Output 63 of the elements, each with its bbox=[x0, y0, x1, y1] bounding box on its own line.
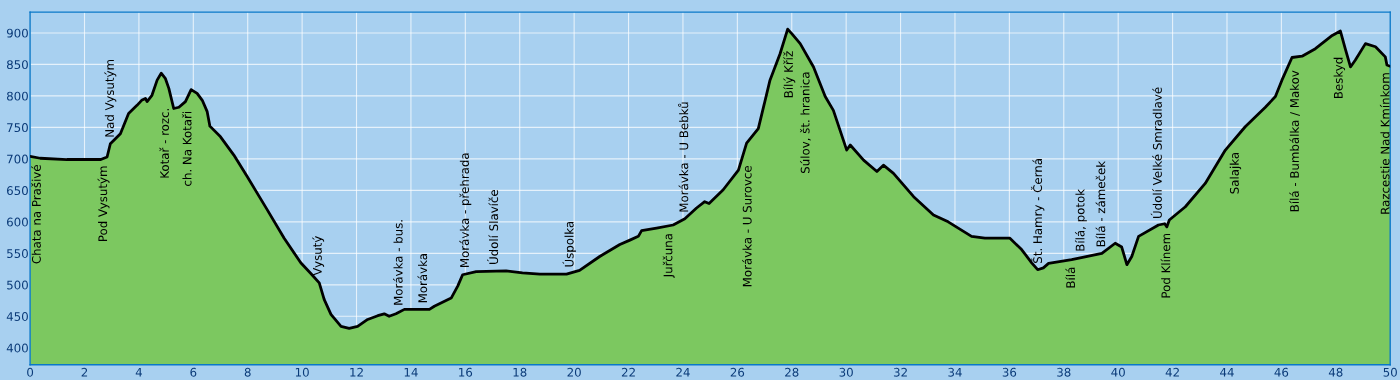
x-tick-label: 42 bbox=[1165, 367, 1179, 377]
annotation: Vysutý bbox=[312, 236, 325, 276]
annotation: Bílá - zámeček bbox=[1095, 160, 1106, 247]
annotation: Bílá bbox=[1065, 267, 1076, 288]
y-tick-label: 700 bbox=[7, 154, 28, 164]
annotation: Morávka bbox=[417, 254, 428, 303]
annotation: Beskyd bbox=[1333, 57, 1346, 99]
x-tick-label: 34 bbox=[948, 367, 962, 377]
x-tick-label: 4 bbox=[135, 367, 142, 377]
annotation: Morávka - U Surovce bbox=[742, 165, 752, 287]
x-tick-label: 18 bbox=[513, 367, 527, 377]
x-tick-label: 48 bbox=[1328, 367, 1343, 377]
x-tick-label: 12 bbox=[350, 367, 363, 377]
x-tick-label: 22 bbox=[621, 367, 635, 377]
annotation: Pod Vysutým bbox=[97, 166, 110, 242]
annotation: Bílý Kříž bbox=[783, 51, 796, 98]
x-tick-label: 28 bbox=[785, 367, 799, 377]
y-tick-label: 450 bbox=[6, 312, 28, 321]
annotation: Údolí Velké Smradlavé bbox=[1150, 87, 1162, 218]
annotation: Bílá, potok bbox=[1074, 188, 1087, 251]
annotation: Morávka - U Bebků bbox=[678, 102, 689, 212]
y-tick-label: 500 bbox=[7, 280, 28, 290]
x-tick-label: 32 bbox=[893, 367, 907, 377]
y-tick-label: 550 bbox=[7, 249, 28, 258]
x-tick-label: 10 bbox=[295, 367, 309, 377]
x-tick-label: 2 bbox=[81, 367, 88, 377]
annotation: Juřčuna bbox=[662, 234, 675, 278]
x-tick-label: 0 bbox=[27, 367, 34, 377]
x-tick-label: 44 bbox=[1220, 367, 1234, 377]
x-tick-label: 36 bbox=[1002, 367, 1017, 377]
annotation: Nad Vysutým bbox=[104, 59, 117, 137]
y-tick-label: 400 bbox=[6, 343, 28, 353]
x-tick-label: 40 bbox=[1111, 367, 1125, 377]
annotation: Morávka - bus. bbox=[393, 220, 403, 305]
annotation: Úspolka bbox=[562, 221, 576, 267]
y-tick-label: 900 bbox=[6, 28, 28, 38]
x-tick-label: 6 bbox=[190, 367, 197, 377]
x-tick-label: 30 bbox=[839, 367, 853, 377]
annotation: Morávka - přehrada bbox=[459, 153, 472, 267]
x-tick-label: 16 bbox=[459, 367, 473, 377]
x-tick-label: 14 bbox=[404, 367, 418, 377]
annotation: Kotař - rozc. bbox=[159, 108, 169, 178]
annotation: Údolí Slavíče bbox=[487, 189, 499, 264]
x-tick-label: 38 bbox=[1057, 367, 1071, 377]
annotation: Pod Klínem bbox=[1160, 233, 1171, 298]
x-tick-label: 26 bbox=[730, 367, 745, 377]
annotation: Št. Hamry - Černá bbox=[1030, 159, 1045, 263]
x-tick-label: 46 bbox=[1274, 367, 1289, 377]
y-tick-label: 850 bbox=[6, 60, 28, 70]
x-tick-label: 8 bbox=[244, 367, 251, 377]
y-tick-label: 600 bbox=[7, 217, 28, 227]
annotation: Súlov, št. hranica bbox=[799, 72, 811, 173]
annotation: Bílá - Bumbálka / Makov bbox=[1289, 70, 1300, 212]
annotation: Razcestie Nad Kmínkom bbox=[1379, 73, 1390, 214]
y-tick-label: 800 bbox=[6, 91, 28, 101]
x-tick-label: 20 bbox=[567, 367, 581, 377]
annotation: Chata na Prašivé bbox=[31, 165, 41, 264]
annotation: ch. Na Kotaři bbox=[181, 111, 192, 186]
y-tick-label: 650 bbox=[7, 186, 28, 196]
annotation: Salajka bbox=[1229, 152, 1242, 194]
x-tick-label: 50 bbox=[1383, 367, 1397, 377]
x-tick-label: 24 bbox=[676, 367, 690, 377]
y-tick-label: 750 bbox=[7, 123, 28, 133]
